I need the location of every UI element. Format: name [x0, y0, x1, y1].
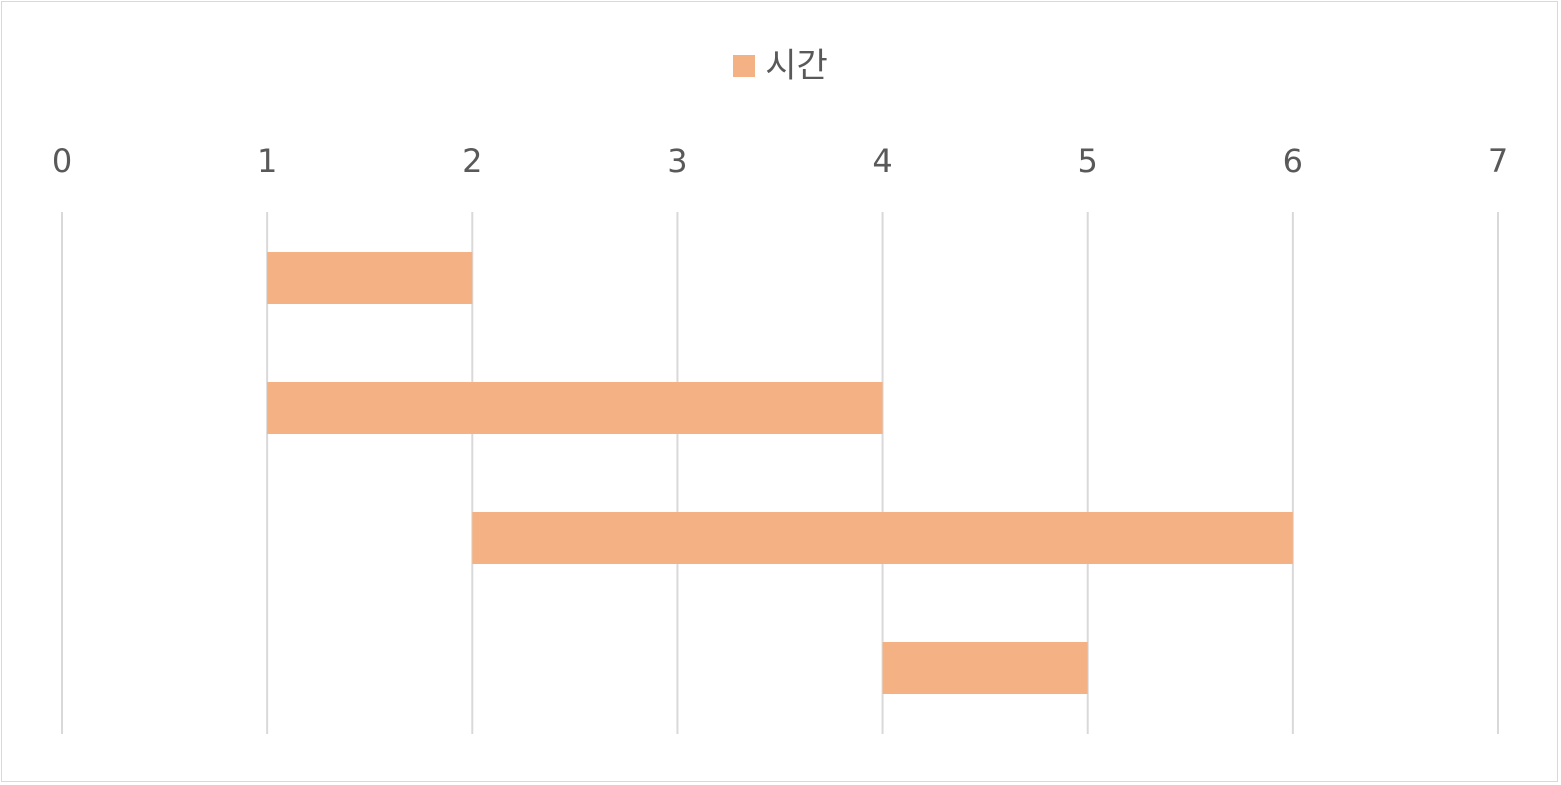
x-tick-label: 5 — [1078, 142, 1098, 180]
legend-swatch — [733, 55, 756, 77]
x-tick-label: 2 — [462, 142, 482, 180]
x-tick-label: 1 — [257, 142, 277, 180]
legend: 시간 — [0, 44, 1561, 88]
bar-time — [267, 382, 883, 434]
x-tick-label: 7 — [1488, 142, 1508, 180]
x-tick-label: 4 — [872, 142, 892, 180]
x-tick-label: 3 — [667, 142, 687, 180]
bars — [267, 252, 1293, 694]
bar-time — [267, 252, 473, 304]
bar-time — [472, 512, 1293, 564]
x-axis-tick-labels: 0 1 2 3 4 5 6 7 — [52, 142, 1508, 180]
bar-time — [882, 642, 1088, 694]
x-tick-label: 6 — [1283, 142, 1303, 180]
x-tick-label: 0 — [52, 142, 72, 180]
legend-label: 시간 — [765, 46, 828, 86]
